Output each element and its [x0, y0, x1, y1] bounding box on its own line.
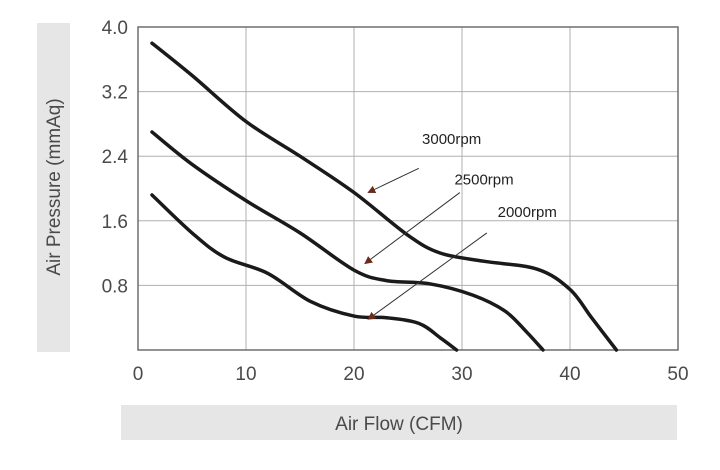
- x-tick-label-20: 20: [343, 364, 364, 385]
- grid: [138, 27, 678, 350]
- arrow-3000rpm: [367, 167, 420, 194]
- x-axis-label: Air Flow (CFM): [335, 414, 463, 435]
- label-3000rpm: 3000rpm: [422, 131, 481, 148]
- y-tick-label-2.4: 2.4: [102, 147, 129, 168]
- curves: [150, 41, 619, 352]
- x-tick-label-50: 50: [667, 364, 688, 385]
- curve-2500rpm: [150, 130, 545, 352]
- y-axis-label-box: [37, 23, 70, 352]
- label-2500rpm: 2500rpm: [454, 171, 513, 188]
- y-axis-label: Air Pressure (mmAq): [44, 98, 65, 275]
- x-tick-label-40: 40: [559, 364, 580, 385]
- curve-2000rpm: [150, 193, 459, 352]
- annotations: 3000rpm 2500rpm 2000rpm: [364, 131, 557, 320]
- x-tick-label-0: 0: [133, 364, 144, 385]
- label-2000rpm: 2000rpm: [498, 204, 557, 221]
- curve-3000rpm: [150, 41, 619, 352]
- arrow-2500rpm: [364, 192, 461, 265]
- x-tick-label-30: 30: [451, 364, 472, 385]
- tick-labels: 0 10 20 30 40 50 0.8 1.6 2.4 3.2 4.0: [102, 18, 689, 385]
- arrow-2000rpm: [367, 232, 488, 320]
- plot-frame: [137, 26, 679, 351]
- plot-border: [137, 26, 679, 351]
- x-axis-label-box: [121, 405, 677, 440]
- x-tick-label-10: 10: [235, 364, 256, 385]
- y-tick-label-3.2: 3.2: [102, 83, 128, 104]
- y-tick-label-4.0: 4.0: [102, 18, 128, 39]
- y-tick-label-1.6: 1.6: [102, 212, 128, 233]
- y-tick-label-0.8: 0.8: [102, 276, 128, 297]
